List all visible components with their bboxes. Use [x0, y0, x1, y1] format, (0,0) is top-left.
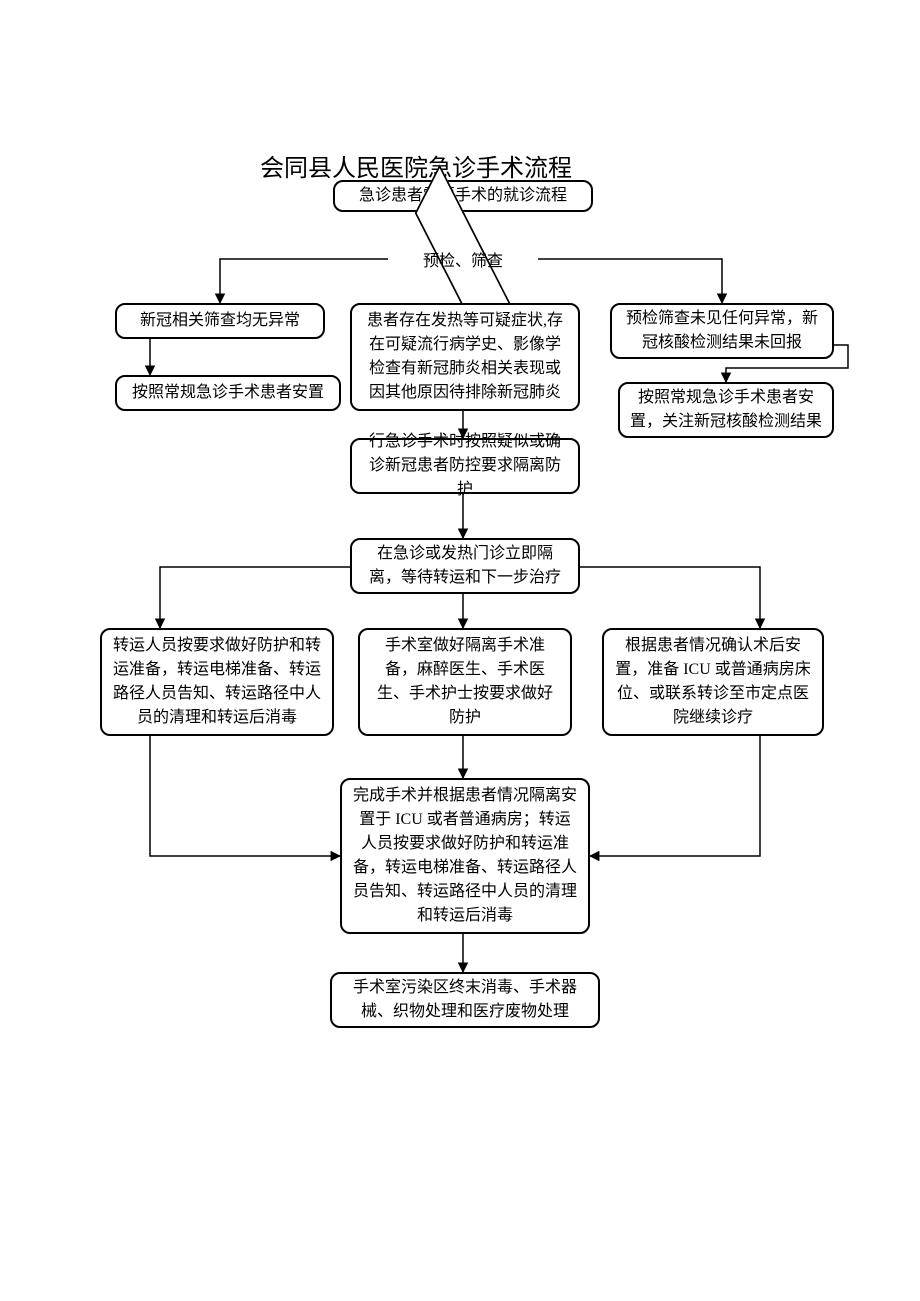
diagram-title: 会同县人民医院急诊手术流程	[260, 148, 572, 183]
node-mid1: 患者存在发热等可疑症状,存在可疑流行病学史、影像学检查有新冠肺炎相关表现或因其他…	[350, 303, 580, 411]
node-label: 按照常规急诊手术患者安置	[132, 381, 324, 405]
node-mid3: 在急诊或发热门诊立即隔离，等待转运和下一步治疗	[350, 538, 580, 594]
node-label: 根据患者情况确认术后安置，准备 ICU 或普通病房床位、或联系转诊至市定点医院继…	[614, 634, 812, 730]
node-label: 手术室污染区终末消毒、手术器械、织物处理和医疗废物处理	[342, 976, 588, 1024]
node-mid2: 行急诊手术时按照疑似或确诊新冠患者防控要求隔离防护	[350, 438, 580, 494]
node-merge: 完成手术并根据患者情况隔离安置于 ICU 或者普通病房；转运人员按要求做好防护和…	[340, 778, 590, 934]
node-branchM: 手术室做好隔离手术准备，麻醉医生、手术医生、手术护士按要求做好防护	[358, 628, 572, 736]
node-right1: 预检筛查未见任何异常，新冠核酸检测结果未回报	[610, 303, 834, 359]
edge-mid3-to-branchL	[160, 567, 350, 628]
node-label: 行急诊手术时按照疑似或确诊新冠患者防控要求隔离防护	[362, 430, 568, 502]
edge-branchL-to-merge	[150, 736, 340, 856]
node-final: 手术室污染区终末消毒、手术器械、织物处理和医疗废物处理	[330, 972, 600, 1028]
node-label: 在急诊或发热门诊立即隔离，等待转运和下一步治疗	[362, 542, 568, 590]
edge-branchR-to-merge	[590, 736, 760, 856]
node-branchL: 转运人员按要求做好防护和转运准备，转运电梯准备、转运路径人员告知、转运路径中人员…	[100, 628, 334, 736]
node-start: 急诊患者需要手术的就诊流程	[333, 180, 593, 212]
node-label: 预检、筛查	[423, 247, 503, 271]
node-right2: 按照常规急诊手术患者安置，关注新冠核酸检测结果	[618, 382, 834, 438]
node-label: 转运人员按要求做好防护和转运准备，转运电梯准备、转运路径人员告知、转运路径中人员…	[112, 634, 322, 730]
node-label: 患者存在发热等可疑症状,存在可疑流行病学史、影像学检查有新冠肺炎相关表现或因其他…	[362, 309, 568, 405]
edge-mid3-to-branchR	[580, 567, 760, 628]
node-label: 预检筛查未见任何异常，新冠核酸检测结果未回报	[622, 307, 822, 355]
node-label: 手术室做好隔离手术准备，麻醉医生、手术医生、手术护士按要求做好防护	[370, 634, 560, 730]
node-label: 按照常规急诊手术患者安置，关注新冠核酸检测结果	[630, 386, 822, 434]
flowchart-canvas: 会同县人民医院急诊手术流程 急诊患者需要手术的就诊流程预检、筛查新冠相关筛查均无…	[0, 0, 920, 1301]
node-label: 急诊患者需要手术的就诊流程	[359, 184, 567, 208]
node-label: 完成手术并根据患者情况隔离安置于 ICU 或者普通病房；转运人员按要求做好防护和…	[352, 784, 578, 928]
node-left1: 新冠相关筛查均无异常	[115, 303, 325, 339]
node-label: 新冠相关筛查均无异常	[140, 309, 300, 333]
node-screen: 预检、筛查	[388, 233, 538, 285]
node-left2: 按照常规急诊手术患者安置	[115, 375, 341, 411]
edge-screen-to-left1	[220, 259, 388, 303]
edge-screen-to-right1	[538, 259, 722, 303]
node-branchR: 根据患者情况确认术后安置，准备 ICU 或普通病房床位、或联系转诊至市定点医院继…	[602, 628, 824, 736]
